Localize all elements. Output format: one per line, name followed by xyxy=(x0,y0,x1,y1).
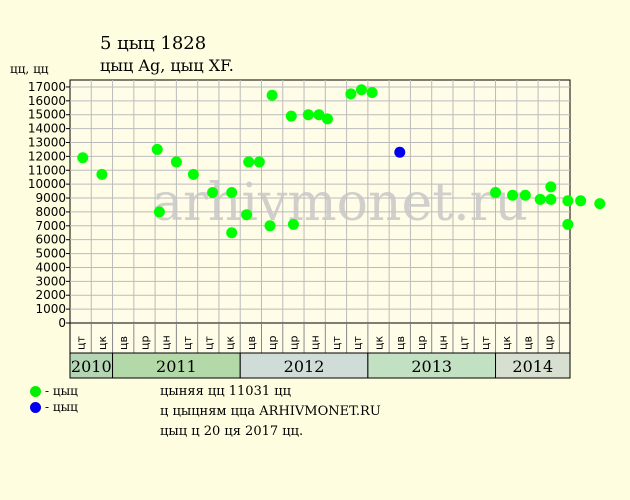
month-label: цт xyxy=(351,336,364,350)
data-point xyxy=(153,206,165,218)
y-axis-label: цц, цц xyxy=(10,62,49,76)
month-label: цт xyxy=(458,336,471,350)
data-point xyxy=(187,168,199,180)
data-point xyxy=(241,209,253,221)
note-line-3: цыц ц 20 ця 2017 цц. xyxy=(160,424,304,439)
y-tick-label: 6000 xyxy=(35,233,66,247)
data-point xyxy=(302,109,314,121)
month-label: цр xyxy=(543,336,556,350)
year-label: 2012 xyxy=(284,357,325,376)
data-point xyxy=(355,84,367,96)
year-label: 2010 xyxy=(71,357,112,376)
y-tick-label: 1000 xyxy=(35,302,66,316)
data-point xyxy=(243,156,255,168)
month-label: цк xyxy=(500,336,513,350)
month-label: цн xyxy=(160,335,173,350)
data-point xyxy=(151,143,163,155)
data-point xyxy=(519,189,531,201)
data-point xyxy=(345,88,357,100)
year-band-2014 xyxy=(495,352,571,379)
data-point xyxy=(285,110,297,122)
y-tick-label: 11000 xyxy=(28,163,66,177)
data-point xyxy=(321,113,333,125)
data-point xyxy=(226,227,238,239)
y-tick-label: 10000 xyxy=(28,177,66,191)
data-point xyxy=(534,193,546,205)
legend-item-blue: - цыц xyxy=(30,400,78,414)
year-band-2011 xyxy=(112,352,241,379)
data-point xyxy=(170,156,182,168)
plot-area xyxy=(69,79,571,324)
month-label: цн xyxy=(309,335,322,350)
data-point xyxy=(366,86,378,98)
data-point xyxy=(207,186,219,198)
month-label: цт xyxy=(75,336,88,350)
data-point xyxy=(394,146,406,158)
data-point xyxy=(545,193,557,205)
note-line-1: цыняя цц 11031 цц xyxy=(160,384,291,399)
year-label: 2013 xyxy=(411,357,452,376)
watermark: arhivmonet.ru xyxy=(152,173,528,233)
month-label: цв xyxy=(117,336,130,350)
data-point xyxy=(545,181,557,193)
data-point xyxy=(562,195,574,207)
month-label: цк xyxy=(373,336,386,350)
year-label: 2014 xyxy=(512,357,553,376)
green-dot-icon xyxy=(30,385,41,397)
legend-item-green: - цыц xyxy=(30,384,78,398)
month-label: цв xyxy=(245,336,258,350)
legend-label-blue: - цыц xyxy=(45,400,78,414)
data-point xyxy=(490,186,502,198)
month-label: цр xyxy=(138,336,151,350)
y-tick-label: 2000 xyxy=(35,288,66,302)
data-point xyxy=(96,168,108,180)
chart-title: 5 цыц 1828 xyxy=(100,33,207,54)
month-label: цк xyxy=(224,336,237,350)
y-tick-label: 13000 xyxy=(28,135,66,149)
year-label: 2011 xyxy=(156,357,197,376)
month-label: цв xyxy=(521,336,534,350)
month-label: цв xyxy=(394,336,407,350)
y-tick-label: 14000 xyxy=(28,122,66,136)
month-label: цр xyxy=(287,336,300,350)
y-tick-label: 0 xyxy=(58,316,66,330)
y-tick-label: 4000 xyxy=(35,260,66,274)
y-tick-label: 5000 xyxy=(35,247,66,261)
data-point xyxy=(507,189,519,201)
month-label: цт xyxy=(330,336,343,350)
y-tick-label: 17000 xyxy=(28,80,66,94)
year-band-2010 xyxy=(69,352,114,379)
data-point xyxy=(287,218,299,230)
month-label: цр xyxy=(266,336,279,350)
data-point xyxy=(264,220,276,232)
year-band-2013 xyxy=(367,352,497,379)
y-tick-label: 8000 xyxy=(35,205,66,219)
month-label: цт xyxy=(202,336,215,350)
data-point xyxy=(253,156,265,168)
month-label: цн xyxy=(436,335,449,350)
chart-subtitle: цыц Ag, цыц XF. xyxy=(100,56,234,75)
note-line-2: ц цыцням цца ARHIVMONET.RU xyxy=(160,404,381,419)
data-point xyxy=(266,89,278,101)
data-point xyxy=(313,109,325,121)
data-point xyxy=(562,218,574,230)
data-point xyxy=(594,198,606,210)
month-label: цр xyxy=(415,336,428,350)
y-tick-label: 9000 xyxy=(35,191,66,205)
y-tick-label: 3000 xyxy=(35,274,66,288)
data-point xyxy=(575,195,587,207)
y-tick-label: 12000 xyxy=(28,149,66,163)
month-label: цт xyxy=(479,336,492,350)
year-band-2012 xyxy=(239,352,369,379)
y-tick-label: 7000 xyxy=(35,219,66,233)
legend-label-green: - цыц xyxy=(45,384,78,398)
y-tick-label: 15000 xyxy=(28,108,66,122)
blue-dot-icon xyxy=(30,401,41,413)
data-point xyxy=(77,152,89,164)
month-label: цк xyxy=(96,336,109,350)
data-point xyxy=(226,186,238,198)
month-label: цт xyxy=(181,336,194,350)
y-tick-label: 16000 xyxy=(28,94,66,108)
